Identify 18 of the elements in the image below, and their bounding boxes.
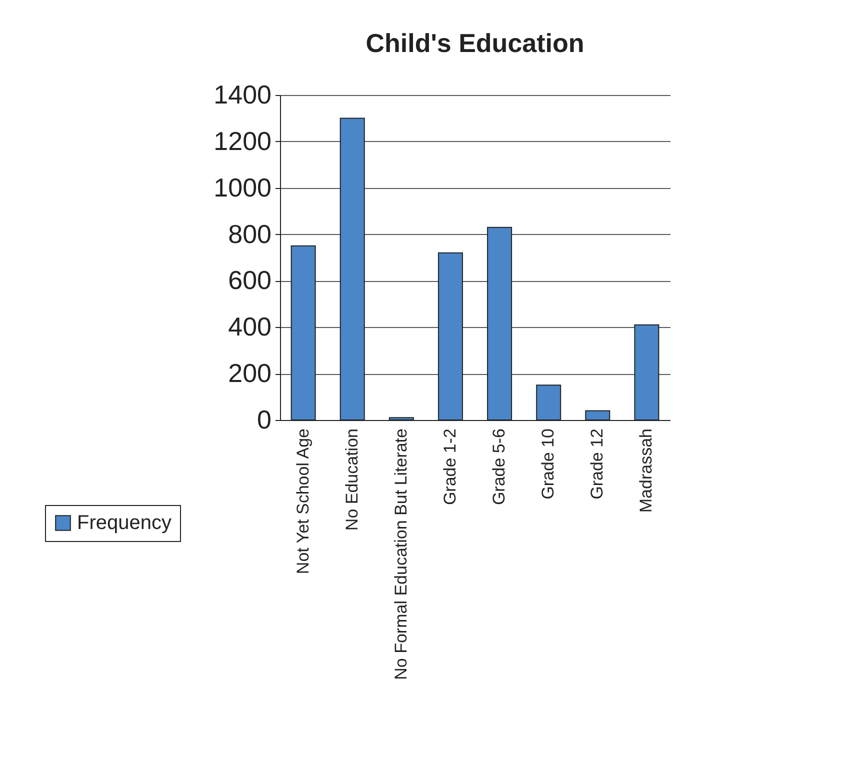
- x-tick-label: No Formal Education But Literate: [391, 428, 410, 680]
- y-tick-label: 1000: [214, 172, 272, 202]
- x-tick-label: Grade 1-2: [440, 428, 460, 506]
- x-tick-label: Grade 5-6: [490, 428, 509, 506]
- y-tick-label: 0: [257, 404, 272, 434]
- y-tick-label: 600: [228, 265, 272, 296]
- chart-title: Child's Education: [366, 28, 584, 58]
- x-tick-label: Not Yet School Age: [293, 428, 312, 574]
- y-tick-label: 200: [228, 358, 272, 388]
- x-tick-label: No Education: [342, 428, 362, 531]
- y-tick-label: 1200: [214, 126, 272, 156]
- x-tick-label: Grade 12: [588, 428, 607, 500]
- x-tick-label: Madrassah: [636, 428, 656, 513]
- x-tick-label: Grade 10: [538, 428, 558, 500]
- y-tick-label: 400: [228, 312, 272, 342]
- y-tick-label: 1400: [214, 80, 272, 110]
- y-tick-label: 800: [228, 218, 272, 249]
- legend-label: Frequency: [77, 512, 172, 534]
